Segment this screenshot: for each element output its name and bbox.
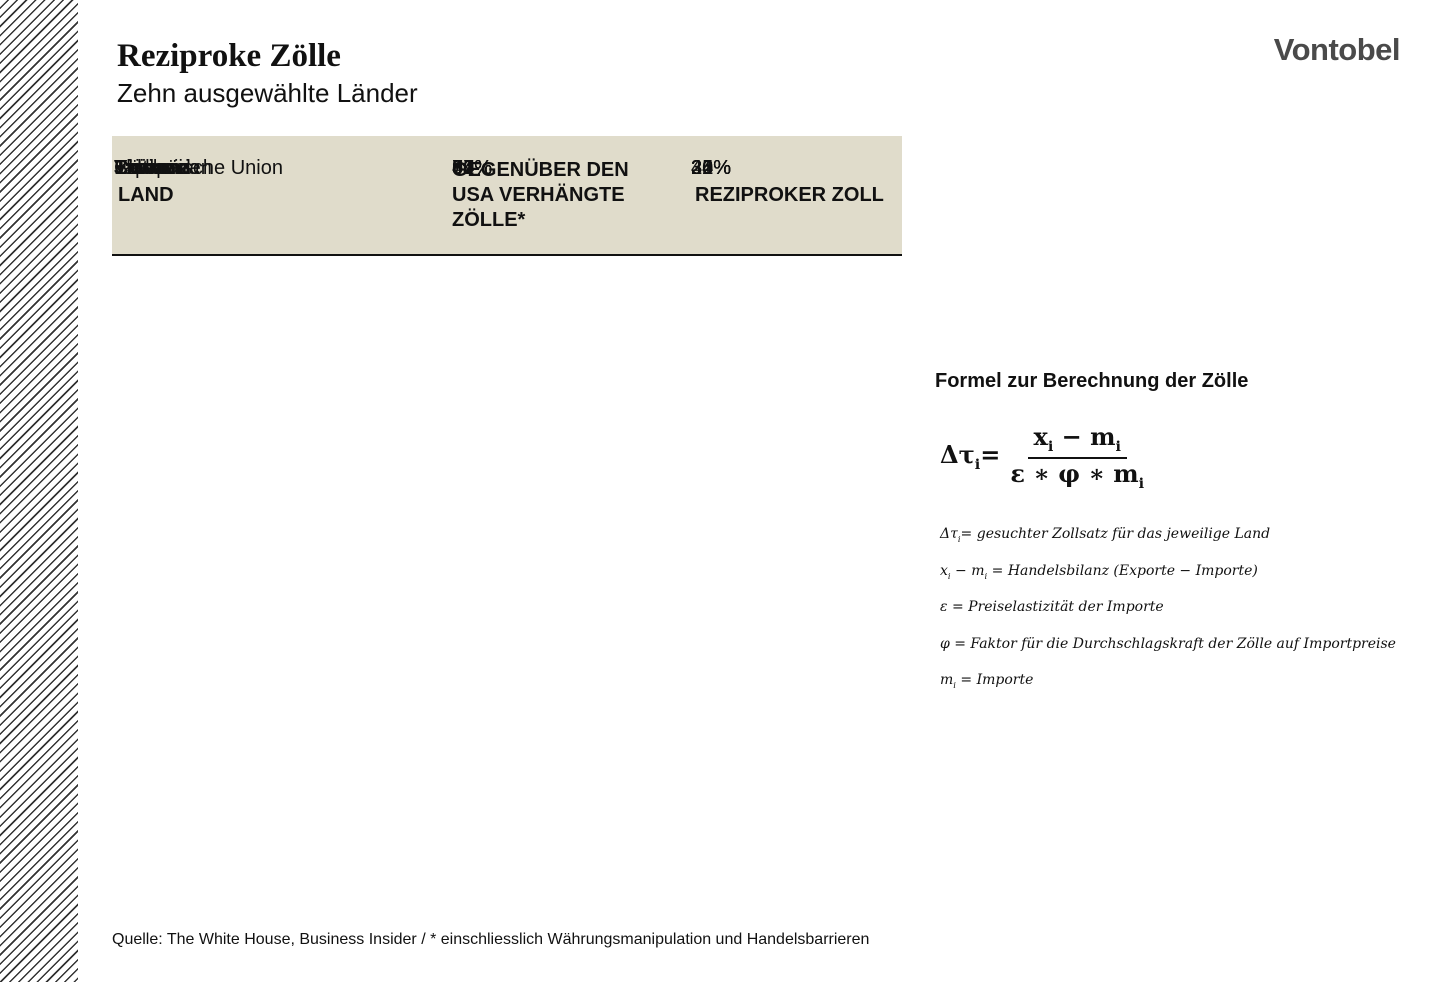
formula-lhs: Δτi=: [940, 440, 1000, 473]
title: Reziproke Zölle: [117, 38, 341, 74]
subscript: i: [974, 456, 981, 474]
formula-text: = Importe: [955, 672, 1034, 688]
legend-line: ε = Preiselastizität der Importe: [940, 599, 1396, 636]
formula-legend: Δτi= gesuchter Zollsatz für das jeweilig…: [940, 526, 1396, 709]
table-cell: 34%: [691, 157, 732, 179]
table: LAND GEGENÜBER DEN USA VERHÄNGTE ZÖLLE* RE…: [112, 136, 902, 256]
table-cell: Indonesien: [114, 157, 212, 179]
table-cell: 64%: [452, 157, 493, 179]
formula-text: φ = Faktor für die Durchschlagskraft der…: [940, 635, 1396, 652]
formula-text: x: [1033, 422, 1048, 451]
legend-line: xi − mi = Handelsbilanz (Exporte − Impor…: [940, 563, 1396, 600]
table-cell: 52%: [452, 157, 493, 179]
subscript: i: [947, 570, 951, 581]
formula-text: = gesuchter Zollsatz für das jeweilige L…: [960, 526, 1271, 542]
subscript: i: [1047, 437, 1054, 455]
legend-line: φ = Faktor für die Durchschlagskraft der…: [940, 636, 1396, 673]
table-cell: Vietnam: [114, 157, 188, 179]
table-cell: 50%: [452, 157, 493, 179]
column-header: REZIPROKER ZOLL: [695, 183, 884, 206]
formula-text: − m: [1053, 422, 1116, 451]
stripe-border: [0, 0, 78, 982]
formula-text: Δτ: [940, 440, 975, 470]
table-cell: 36%: [691, 157, 732, 179]
table-cell: Europäische Union: [114, 157, 283, 179]
table-cell: China: [114, 157, 167, 179]
table-cell: 26%: [691, 157, 732, 179]
brand-logo: Vontobel: [1273, 32, 1401, 67]
table-cell: 39%: [452, 157, 493, 179]
formula-text: − m: [950, 562, 985, 579]
table-cell: 24%: [691, 157, 732, 179]
subscript: i: [1115, 437, 1121, 455]
formula-text: =: [980, 440, 1001, 470]
table-cell: 32%: [691, 157, 732, 179]
table-cell: 64%: [452, 157, 493, 179]
formula-text: ε = Preiselastizität der Importe: [940, 599, 1164, 615]
fraction: xi − mi ε ∗ φ ∗ mi: [1004, 422, 1150, 492]
table-cell: 46%: [691, 157, 732, 179]
subtitle: Zehn ausgewählte Länder: [117, 78, 418, 108]
formula-text: = Handelsbilanz (Exporte − Importe): [987, 562, 1258, 579]
formula-text: m: [940, 672, 954, 688]
table-cell: India: [114, 157, 158, 179]
table-cell: Thailand: [114, 157, 191, 179]
subscript: i: [957, 533, 961, 544]
table-cell: 72%: [452, 157, 493, 179]
table-cell: Taiwan: [114, 157, 177, 179]
subscript: i: [953, 679, 956, 690]
table-cell: 32%: [691, 157, 732, 179]
footnote: Quelle: The White House, Business Inside…: [112, 931, 870, 948]
table-cell: 25%: [691, 157, 732, 179]
table-cell: Schweiz: [114, 157, 189, 179]
legend-line: mi = Importe: [940, 672, 1396, 709]
table-header: LAND GEGENÜBER DEN USA VERHÄNGTE ZÖLLE* RE…: [112, 136, 902, 256]
subscript: i: [1138, 474, 1145, 492]
formula-text: Δτ: [940, 526, 958, 542]
table-cell: 46%: [452, 157, 493, 179]
denominator: ε ∗ φ ∗ mi: [1004, 459, 1150, 492]
formula-title: Formel zur Berechnung der Zölle: [935, 370, 1249, 392]
table-cell: 31%: [691, 157, 732, 179]
numerator: xi − mi: [1027, 422, 1127, 459]
table-cell: Südkorea: [114, 157, 200, 179]
table-cell: 61%: [452, 157, 493, 179]
formula-text: ε ∗ φ ∗ m: [1010, 458, 1139, 488]
table-cell: Japan: [114, 157, 169, 179]
formula-text: x: [940, 562, 948, 579]
subscript: i: [984, 570, 988, 581]
table-cell: 67%: [452, 157, 493, 179]
table-cell: 90%: [452, 157, 493, 179]
formula: Δτi= xi − mi ε ∗ φ ∗ mi: [940, 422, 1150, 492]
column-header: GEGENÜBER DEN USA VERHÄNGTE ZÖLLE*: [452, 158, 629, 231]
table-cell: 20%: [691, 157, 732, 179]
legend-line: Δτi= gesuchter Zollsatz für das jeweilig…: [940, 526, 1396, 563]
column-header: LAND: [118, 183, 174, 206]
